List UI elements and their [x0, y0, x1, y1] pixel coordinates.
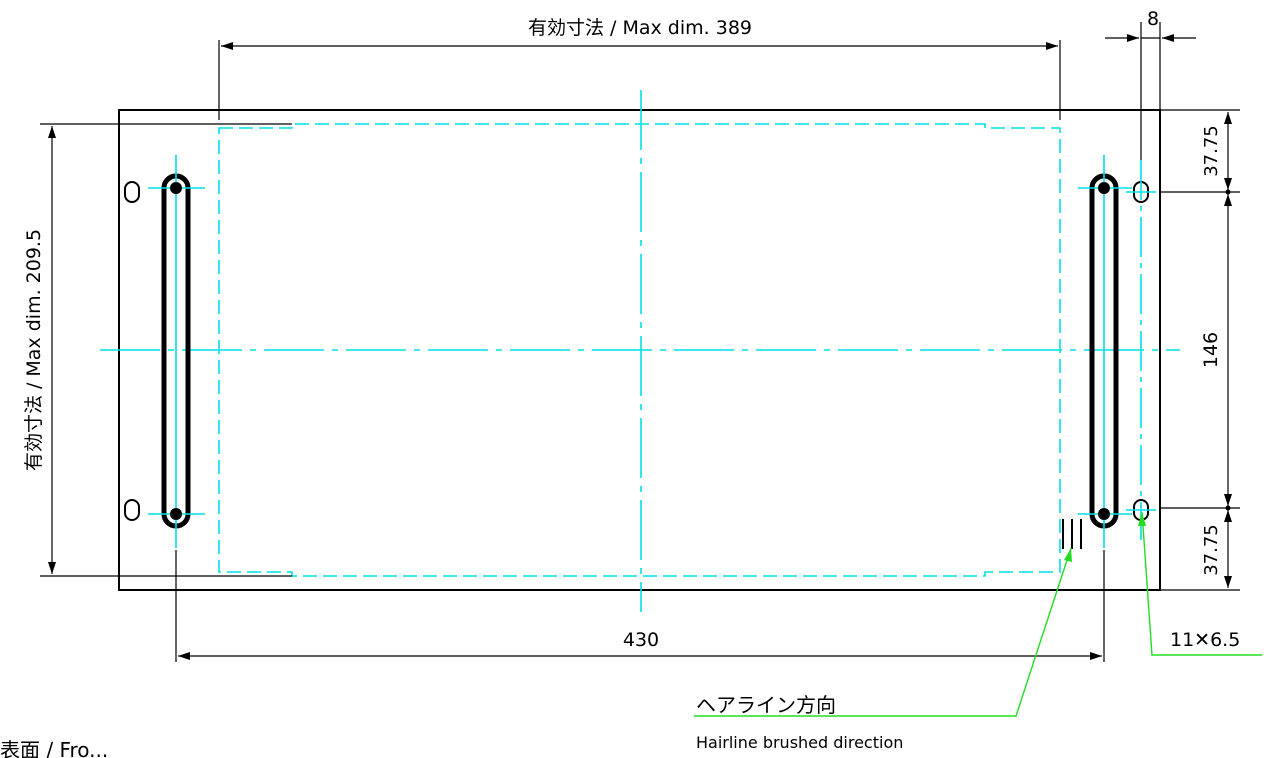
- dim-top-label: 有効寸法 / Max dim. 389: [528, 17, 752, 39]
- dim-top-8: [1105, 22, 1196, 160]
- dim-top-389: [218, 40, 1061, 120]
- dim-left-209: [40, 123, 292, 577]
- slot-label: 11✕6.5: [1170, 629, 1240, 651]
- hairline-label-en: Hairline brushed direction: [696, 733, 903, 752]
- dim-right-bot-label: 37.75: [1201, 524, 1222, 576]
- dim-right-mid-label: 146: [1200, 332, 1222, 368]
- hairline-leader: [694, 547, 1072, 717]
- surface-label: 表面 / Fro...: [0, 738, 108, 758]
- dim-right-chain: [1160, 109, 1240, 591]
- left-slot-bottom: [124, 499, 140, 521]
- hairline-symbol: [1062, 519, 1082, 549]
- dim-right-top-label: 37.75: [1201, 125, 1222, 177]
- left-handle: [148, 155, 205, 548]
- right-handle: [1078, 155, 1132, 548]
- dim-top-8-label: 8: [1147, 8, 1159, 30]
- slot-leader: [1141, 511, 1262, 656]
- dim-bottom-430: [175, 550, 1105, 662]
- hairline-label-jp: ヘアライン方向: [696, 693, 836, 717]
- dim-bottom-label: 430: [623, 629, 659, 651]
- left-slot-top: [124, 181, 140, 203]
- effective-area-outline: [218, 123, 1061, 577]
- dim-left-label: 有効寸法 / Max dim. 209.5: [23, 229, 45, 471]
